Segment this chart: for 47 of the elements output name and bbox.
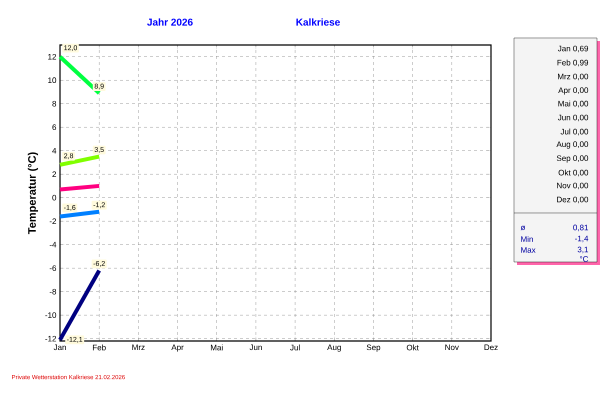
x-tick-label: Nov (445, 344, 459, 350)
y-tick-label: -6 (50, 265, 56, 271)
text: Mai 0,00 (558, 100, 588, 108)
text: Jan 0,69 (558, 46, 588, 52)
text: Jun 0,00 (558, 114, 588, 122)
chart-title: Jahr 2026 (147, 18, 193, 26)
text: Jul 0,00 (560, 128, 588, 136)
x-tick-label: Jul (290, 344, 300, 350)
x-tick-label: Mrz (132, 344, 145, 350)
text: Dez 0,00 (557, 196, 588, 204)
x-tick-label: Aug (327, 344, 341, 352)
text: 3,1 (578, 246, 588, 254)
y-tick-label: -8 (50, 288, 56, 294)
x-tick-label: Jan (54, 344, 66, 350)
text: Okt 0,00 (558, 170, 588, 176)
text: Max (521, 247, 536, 253)
x-tick-label: Jun (250, 344, 262, 350)
y-axis-title: Temperatur (°C) (28, 152, 38, 234)
y-tick-label: 12 (48, 54, 56, 60)
text: -1,4 (575, 236, 588, 242)
text: Min (521, 236, 533, 242)
x-tick-label: Dez (484, 344, 498, 350)
text: 0,81 (573, 224, 588, 232)
x-tick-label: Feb (92, 344, 106, 350)
text: Sep 0,00 (556, 155, 588, 163)
y-tick-label: -12 (45, 336, 56, 342)
y-tick-label: 6 (52, 124, 56, 130)
text: ø (520, 226, 526, 230)
y-tick-label: -4 (50, 242, 56, 248)
text: Mrz 0,00 (558, 74, 588, 80)
y-tick-label: 0 (52, 194, 56, 201)
chart-subtitle: Kalkriese (296, 18, 340, 26)
x-tick-label: Sep (366, 344, 380, 352)
y-tick-label: 2 (52, 171, 56, 177)
text: °C (580, 256, 588, 262)
y-tick-label: 10 (48, 77, 56, 84)
text: Apr 0,00 (558, 87, 588, 95)
text: Nov 0,00 (557, 182, 588, 190)
x-tick-label: Apr (171, 344, 184, 352)
y-tick-label: 4 (52, 148, 56, 154)
y-tick-label: 8 (52, 100, 56, 107)
y-tick-label: -10 (45, 312, 56, 318)
x-tick-label: Okt (406, 344, 419, 350)
text: Feb 0,99 (558, 60, 588, 66)
text: Aug 0,00 (556, 141, 588, 149)
y-tick-label: -2 (50, 218, 56, 224)
x-tick-label: Mai (210, 344, 223, 350)
